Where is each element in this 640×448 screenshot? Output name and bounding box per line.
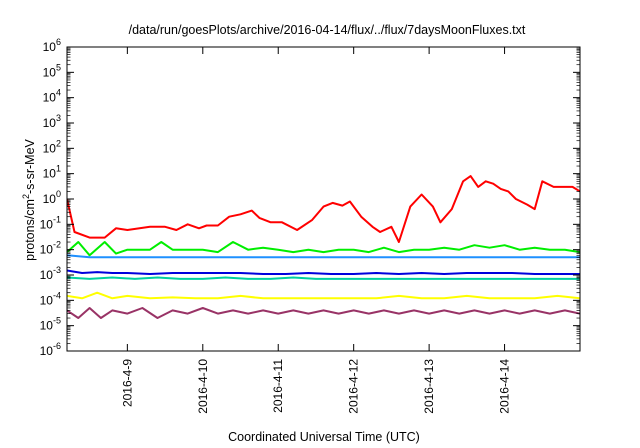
y-tick-label: 103 [43, 113, 61, 130]
y-tick-label: 102 [43, 138, 61, 155]
chart-axes: 10-6 10-5 10-4 10-3 10-2 10-1 100 101 102 103 104 1… [40, 37, 581, 414]
y-tick-label: 106 [43, 37, 61, 54]
plot-frame [66, 46, 581, 352]
y-tick-label: 100 [43, 189, 61, 206]
x-tick-label: 2016-4-9 [120, 359, 134, 407]
x-tick-label: 2016-4-11 [271, 359, 285, 413]
y-tick-label: 10-3 [40, 265, 61, 282]
series-clip-group [67, 175, 580, 319]
y-tick-label: 104 [43, 88, 61, 105]
y-tick-label: 10-2 [40, 240, 61, 257]
chart-series-group [67, 175, 580, 319]
y-axis-label: protons/cm2-s-sr-MeV [21, 138, 37, 260]
series-line [67, 269, 580, 275]
series-line [67, 291, 580, 300]
series-line [67, 175, 580, 243]
series-line [67, 241, 580, 257]
x-tick-label: 2016-4-10 [196, 359, 210, 414]
y-axis-label-unit: -s-sr-MeV [23, 138, 37, 194]
y-tick-label: 10-1 [40, 214, 61, 231]
chart-title: /data/run/goesPlots/archive/2016-04-14/f… [129, 23, 526, 37]
y-tick-label: 101 [43, 164, 61, 181]
y-tick-label: 10-5 [40, 316, 61, 333]
y-axis-label-main: protons/cm [23, 199, 37, 261]
x-tick-label: 2016-4-12 [347, 359, 361, 414]
y-tick-label: 105 [43, 62, 61, 79]
x-axis-label: Coordinated Universal Time (UTC) [228, 430, 420, 444]
x-tick-label: 2016-4-14 [498, 359, 512, 414]
series-line [67, 307, 580, 319]
x-tick-label: 2016-4-13 [422, 359, 436, 414]
y-tick-label: 10-6 [40, 341, 61, 358]
y-axis-label-superscript: 2 [21, 194, 31, 199]
y-tick-label: 10-4 [40, 290, 61, 307]
series-line [67, 254, 580, 259]
series-line [67, 276, 580, 280]
